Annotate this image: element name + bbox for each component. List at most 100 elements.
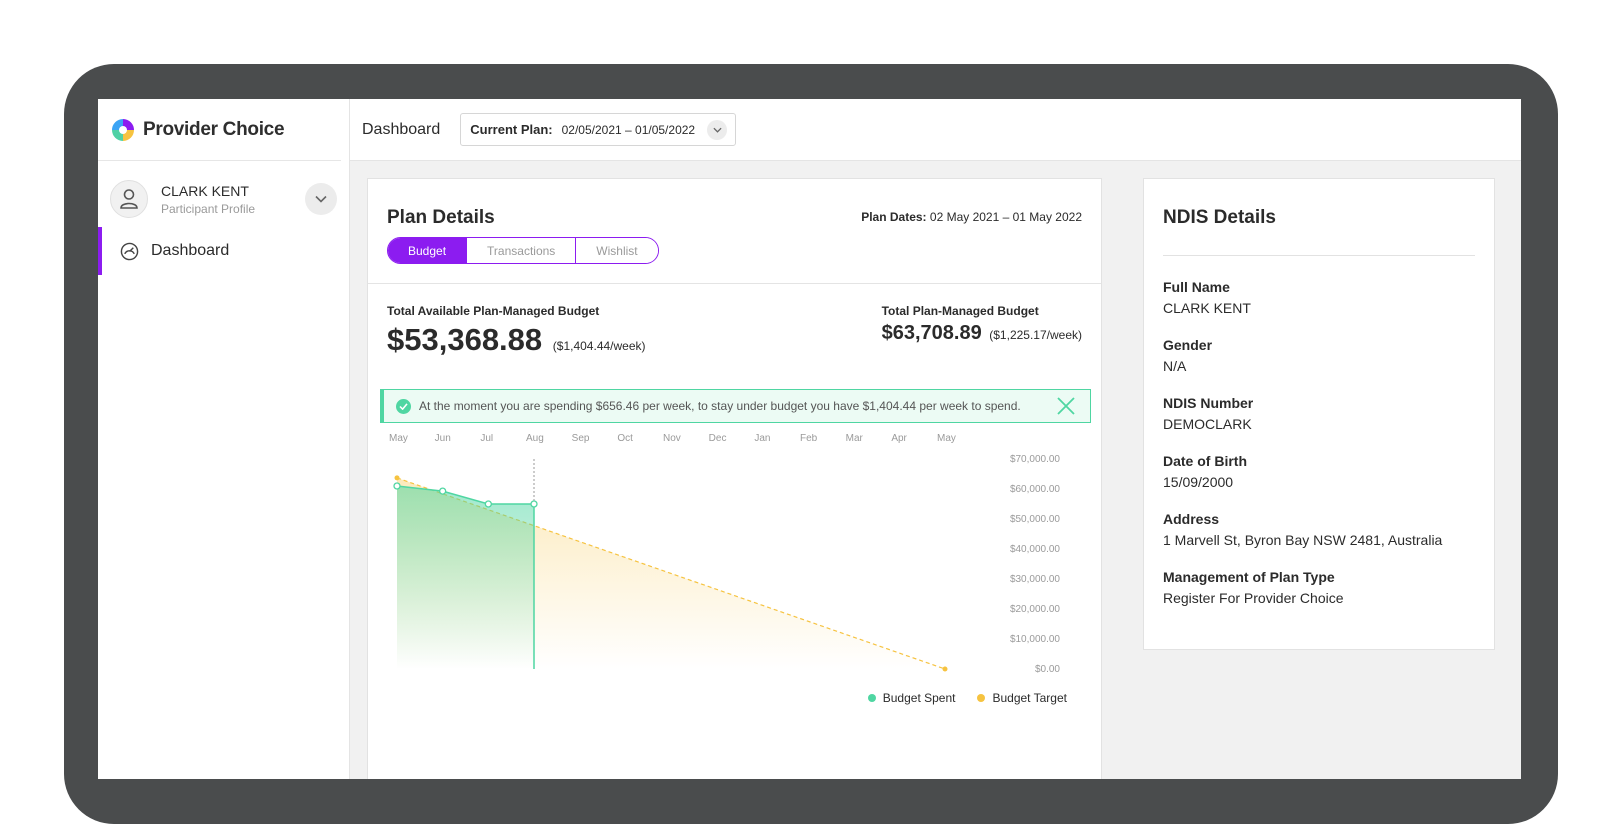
- current-plan-select[interactable]: Current Plan: 02/05/2021 – 01/05/2022: [460, 113, 737, 146]
- y-tick-label: $20,000.00: [1010, 604, 1060, 615]
- tab-transactions[interactable]: Transactions: [466, 238, 576, 263]
- ndis-details-card: NDIS Details Full Name CLARK KENT Gender…: [1143, 178, 1495, 650]
- x-tick-label: May: [937, 434, 956, 444]
- available-budget-weekly: ($1,404.44/week): [552, 339, 646, 353]
- field-label: Address: [1163, 511, 1220, 527]
- field-management-type: Management of Plan Type Register For Pro…: [1163, 569, 1442, 606]
- plan-dates-label: Plan Dates:: [861, 210, 927, 224]
- profile-dropdown-button[interactable]: [305, 183, 337, 215]
- y-tick-label: $40,000.00: [1010, 544, 1060, 555]
- y-tick-label: $60,000.00: [1010, 484, 1060, 495]
- x-tick-label: Apr: [891, 434, 907, 444]
- field-label: Full Name: [1163, 279, 1230, 295]
- sidebar: Provider Choice CLARK KENT Participant P…: [98, 99, 350, 779]
- available-budget-label: Total Available Plan-Managed Budget: [387, 304, 600, 318]
- page-title: Dashboard: [362, 120, 441, 138]
- budget-spent-point: [530, 500, 538, 508]
- y-tick-label: $0.00: [1035, 664, 1060, 675]
- field-address: Address 1 Marvell St, Byron Bay NSW 2481…: [1163, 511, 1442, 548]
- x-tick-label: Mar: [846, 434, 864, 444]
- field-value: 15/09/2000: [1163, 474, 1234, 490]
- brand-name: Provider Choice: [143, 118, 285, 140]
- field-gender: Gender N/A: [1163, 337, 1442, 374]
- available-budget: Total Available Plan-Managed Budget $53,…: [387, 304, 646, 358]
- budget-spent-line: [396, 485, 534, 505]
- current-plan-label: Current Plan:: [470, 122, 553, 137]
- y-tick-label: $70,000.00: [1010, 454, 1060, 465]
- x-tick-label: Nov: [663, 434, 681, 444]
- field-value: DEMOCLARK: [1163, 416, 1252, 432]
- brand[interactable]: Provider Choice: [98, 99, 341, 161]
- divider: [1163, 255, 1475, 256]
- field-full-name: Full Name CLARK KENT: [1163, 279, 1442, 316]
- plan-details-title: Plan Details: [387, 207, 495, 228]
- x-tick-label: Oct: [617, 434, 633, 444]
- spending-alert-text: At the moment you are spending $656.46 p…: [419, 399, 1021, 413]
- field-date-of-birth: Date of Birth 15/09/2000: [1163, 453, 1442, 490]
- field-label: Management of Plan Type: [1163, 569, 1335, 585]
- budget-target-point: [942, 666, 948, 672]
- x-tick-label: Jul: [480, 434, 493, 444]
- profile-name: CLARK KENT: [161, 182, 249, 199]
- tab-budget[interactable]: Budget: [388, 238, 467, 263]
- current-plan-value: 02/05/2021 – 01/05/2022: [561, 122, 696, 137]
- field-label: Gender: [1163, 337, 1213, 353]
- budget-spent-point: [439, 487, 447, 495]
- legend-item-spent: Budget Spent: [867, 691, 956, 705]
- field-label: Date of Birth: [1163, 453, 1247, 469]
- field-value: CLARK KENT: [1163, 300, 1251, 316]
- tab-wishlist[interactable]: Wishlist: [575, 238, 658, 263]
- total-budget-label: Total Plan-Managed Budget: [881, 304, 1039, 318]
- x-tick-label: Feb: [800, 434, 818, 444]
- ndis-fields: Full Name CLARK KENT Gender N/A NDIS Num…: [1163, 279, 1442, 627]
- total-budget: Total Plan-Managed Budget $63,708.89 ($1…: [882, 304, 1082, 345]
- dashboard-gauge-icon: [120, 242, 139, 260]
- budget-target-line: [396, 477, 946, 670]
- total-budget-weekly: ($1,225.17/week): [989, 328, 1082, 342]
- total-budget-amount-row: $63,708.89 ($1,225.17/week): [882, 322, 1082, 345]
- app-screen: Provider Choice CLARK KENT Participant P…: [98, 99, 1521, 779]
- plan-dates: Plan Dates: 02 May 2021 – 01 May 2022: [861, 210, 1082, 224]
- budget-spent-point: [484, 500, 492, 508]
- provider-choice-logo-icon: [112, 118, 134, 141]
- field-ndis-number: NDIS Number DEMOCLARK: [1163, 395, 1442, 432]
- plan-dates-value: 02 May 2021 – 01 May 2022: [929, 210, 1082, 224]
- budget-spent-area: [397, 486, 534, 669]
- check-circle-icon: [396, 398, 411, 414]
- field-value: Register For Provider Choice: [1163, 590, 1344, 606]
- chevron-down-icon: [707, 119, 728, 140]
- y-tick-label: $10,000.00: [1010, 634, 1060, 645]
- plan-details-header: Plan Details Plan Dates: 02 May 2021 – 0…: [368, 179, 1101, 284]
- legend-dot: [867, 694, 876, 702]
- x-tick-label: Jun: [435, 434, 451, 444]
- legend-label-spent: Budget Spent: [882, 691, 956, 705]
- x-tick-label: May: [389, 434, 408, 444]
- x-tick-label: Dec: [709, 434, 727, 444]
- plan-tabs: Budget Transactions Wishlist: [387, 237, 659, 264]
- plan-details-card: Plan Details Plan Dates: 02 May 2021 – 0…: [367, 178, 1102, 779]
- total-budget-amount: $63,708.89: [881, 322, 982, 344]
- top-bar: Dashboard Current Plan: 02/05/2021 – 01/…: [350, 99, 1521, 161]
- participant-profile[interactable]: CLARK KENT Participant Profile: [98, 161, 349, 225]
- legend-dot: [977, 694, 986, 702]
- field-value: N/A: [1163, 358, 1187, 374]
- field-value: 1 Marvell St, Byron Bay NSW 2481, Austra…: [1163, 532, 1443, 548]
- sidebar-item-dashboard[interactable]: Dashboard: [98, 227, 350, 275]
- chevron-down-icon: [315, 195, 327, 203]
- profile-text: CLARK KENT Participant Profile: [161, 183, 305, 216]
- x-tick-label: Sep: [572, 434, 590, 444]
- y-tick-label: $50,000.00: [1010, 514, 1060, 525]
- user-avatar-icon: [110, 180, 148, 218]
- budget-spent-point: [393, 482, 401, 490]
- legend-item-target: Budget Target: [977, 691, 1067, 705]
- profile-subtitle: Participant Profile: [161, 201, 256, 216]
- legend-label-target: Budget Target: [992, 691, 1067, 705]
- spending-alert: At the moment you are spending $656.46 p…: [380, 389, 1091, 423]
- budget-target-point: [394, 475, 400, 481]
- close-icon[interactable]: [1056, 396, 1076, 416]
- budget-chart: May Jun Jul Aug Sep Oct Nov Dec Jan Feb Mar Apr May …: [389, 434, 1060, 675]
- available-budget-amount: $53,368.88: [387, 322, 543, 357]
- sidebar-item-label: Dashboard: [151, 242, 230, 259]
- y-tick-label: $30,000.00: [1010, 574, 1060, 585]
- ndis-details-title: NDIS Details: [1163, 207, 1276, 228]
